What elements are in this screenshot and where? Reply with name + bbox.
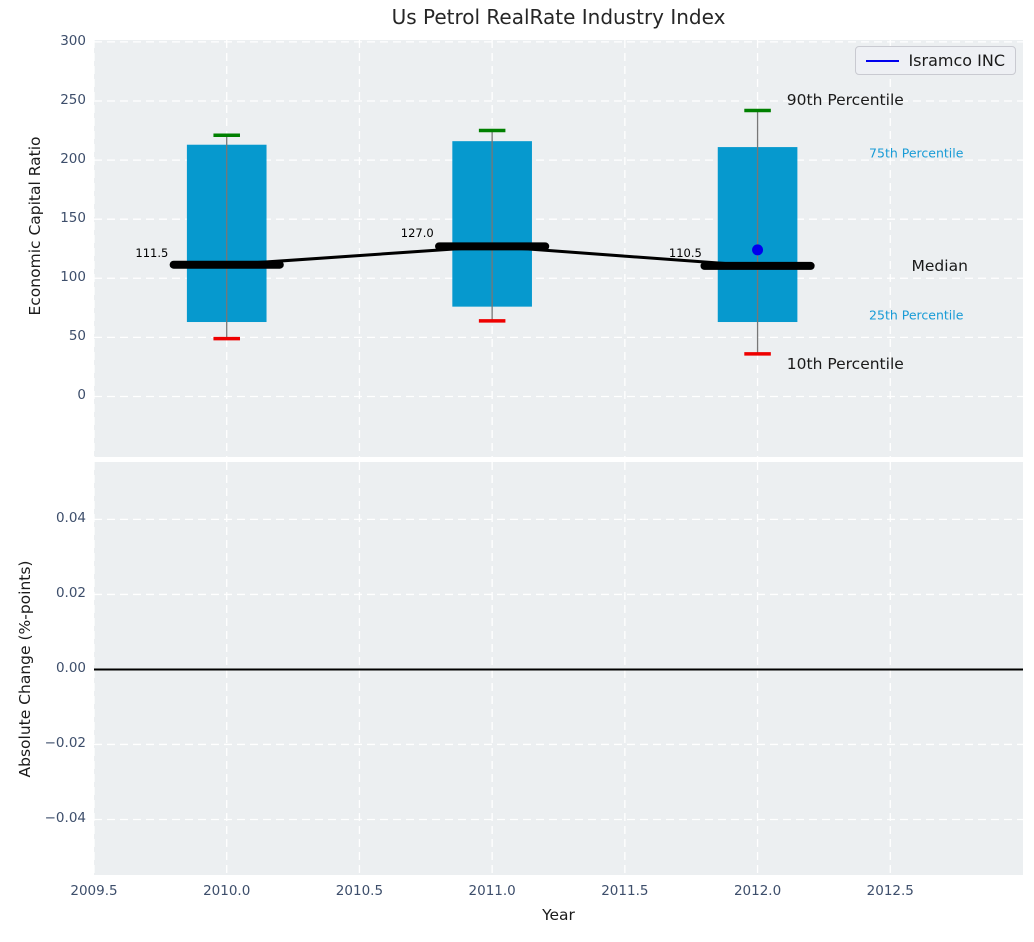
company-point: [752, 244, 764, 256]
legend-label: Isramco INC: [908, 51, 1005, 70]
percentile-side-label: Median: [911, 257, 968, 276]
bottom-plot-canvas: [94, 462, 1023, 875]
median-value-label: 127.0: [400, 226, 434, 241]
x-tick-label: 2010.0: [203, 883, 251, 899]
y-tick-label: 200: [60, 151, 86, 168]
x-axis-label: Year: [542, 906, 575, 924]
y-tick-label: −0.02: [44, 735, 86, 752]
x-tick-label: 2011.5: [601, 883, 649, 899]
x-tick-label: 2011.0: [468, 883, 516, 899]
top-plot-area: Isramco INC: [94, 40, 1023, 457]
x-tick-label: 2012.5: [866, 883, 914, 899]
median-value-label: 111.5: [135, 246, 169, 261]
y-tick-label: 0.00: [55, 660, 86, 677]
bottom-plot-area: [94, 462, 1023, 875]
percentile-side-label: 90th Percentile: [786, 90, 904, 109]
y-tick-label: 300: [60, 32, 86, 49]
y-tick-label: 0.04: [55, 510, 86, 527]
median-value-label: 110.5: [668, 246, 702, 261]
y-tick-label: −0.04: [44, 810, 86, 827]
y-tick-label: 150: [60, 210, 86, 227]
percentile-side-label: 25th Percentile: [869, 307, 964, 323]
y-tick-label: 0: [77, 387, 86, 404]
x-tick-label: 2010.5: [335, 883, 384, 899]
x-tick-label: 2012.0: [733, 883, 782, 899]
y-tick-label: 100: [60, 269, 86, 286]
legend-line-icon: [866, 59, 900, 62]
percentile-side-label: 10th Percentile: [786, 354, 904, 373]
y-tick-label: 50: [68, 328, 86, 345]
chart-title: Us Petrol RealRate Industry Index: [391, 5, 726, 29]
y-tick-label: 250: [60, 91, 86, 108]
percentile-side-label: 75th Percentile: [869, 145, 964, 161]
top-plot-canvas: [94, 40, 1023, 457]
x-tick-label: 2009.5: [70, 883, 118, 899]
y-tick-label: 0.02: [55, 585, 86, 602]
legend: Isramco INC: [855, 46, 1016, 75]
